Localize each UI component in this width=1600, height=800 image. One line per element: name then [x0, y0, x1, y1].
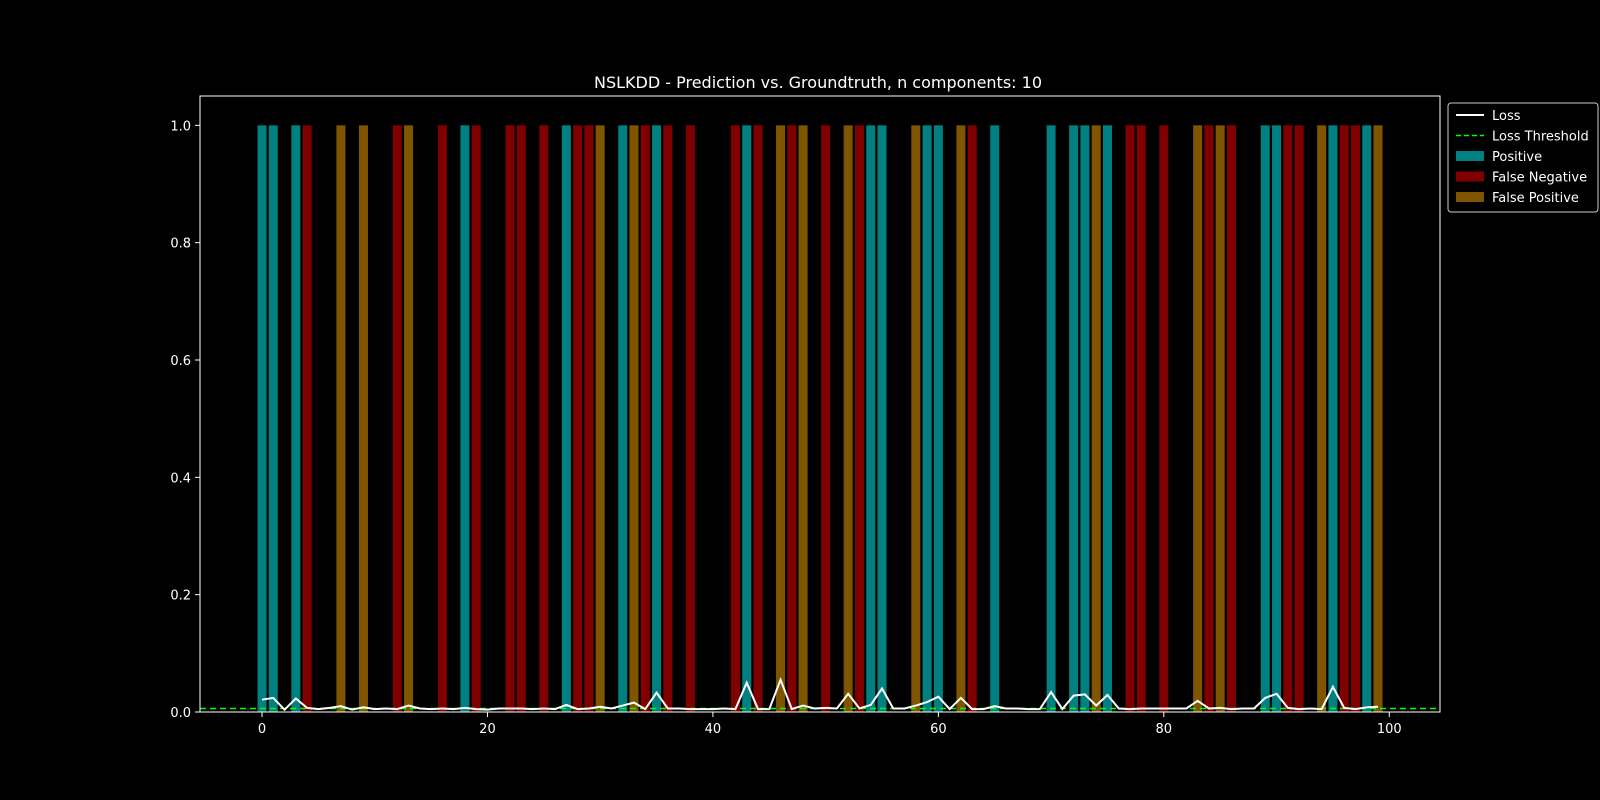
bar-positive-89 [1260, 125, 1270, 713]
x-tick-label-60: 60 [930, 722, 947, 737]
x-tick-label-100: 100 [1377, 722, 1402, 737]
plot-area: 0 20 40 60 80 100 0.0 0.2 0.4 0.6 0.8 1.0 [170, 95, 1441, 737]
bar-positive-59 [922, 125, 932, 713]
bar-positive-65 [990, 125, 1000, 713]
bar-positive-75 [1102, 125, 1112, 713]
bar-false-positive-83 [1193, 125, 1203, 713]
x-tick-label-40: 40 [705, 722, 722, 737]
bar-false-positive-85 [1215, 125, 1225, 713]
bar-false-positive-30 [595, 125, 605, 713]
bar-false-negative-47 [787, 125, 797, 713]
bar-false-negative-22 [505, 125, 515, 713]
legend-box [1447, 102, 1599, 213]
bar-positive-70 [1046, 125, 1056, 713]
bar-false-negative-42 [730, 125, 740, 713]
legend-swatch-false-positive [1456, 192, 1484, 202]
bar-false-negative-53 [854, 125, 864, 713]
bar-false-negative-44 [753, 125, 763, 713]
bar-false-positive-74 [1091, 125, 1101, 713]
bar-positive-35 [652, 125, 662, 713]
legend-swatch-false-negative [1456, 171, 1484, 182]
bar-false-negative-29 [584, 125, 594, 713]
bar-false-negative-19 [471, 125, 481, 713]
bar-false-negative-16 [437, 125, 447, 713]
bar-false-negative-77 [1125, 125, 1135, 713]
bar-false-negative-12 [392, 125, 402, 713]
bar-positive-54 [866, 125, 876, 713]
bar-false-negative-25 [539, 125, 549, 713]
bar-positive-1 [268, 125, 278, 713]
x-tick-label-80: 80 [1156, 722, 1173, 737]
bar-false-negative-38 [685, 125, 695, 713]
bar-false-negative-84 [1204, 125, 1214, 713]
bar-positive-3 [291, 125, 301, 713]
bar-positive-60 [933, 125, 943, 713]
legend-label-loss: Loss [1492, 109, 1521, 124]
bar-false-negative-4 [302, 125, 312, 713]
bar-false-positive-13 [404, 125, 414, 713]
y-tick-label-4: 0.8 [170, 237, 191, 252]
bar-false-positive-33 [629, 125, 639, 713]
bar-false-positive-7 [336, 125, 346, 713]
bar-false-positive-46 [776, 125, 786, 713]
bar-false-negative-63 [967, 125, 977, 713]
bar-positive-27 [561, 125, 571, 713]
legend-label-false-negative: False Negative [1492, 171, 1587, 186]
bar-positive-0 [257, 125, 267, 713]
bar-false-positive-99 [1373, 125, 1383, 713]
y-tick-label-5: 1.0 [170, 119, 191, 134]
y-tick-label-3: 0.6 [170, 354, 191, 369]
bar-false-negative-34 [640, 125, 650, 713]
bar-false-negative-23 [516, 125, 526, 713]
bar-positive-98 [1362, 125, 1372, 713]
bar-positive-55 [877, 125, 887, 713]
y-tick-label-2: 0.4 [170, 471, 191, 486]
bar-false-negative-86 [1226, 125, 1236, 713]
bar-false-positive-62 [956, 125, 966, 713]
legend-swatch-positive [1456, 151, 1484, 161]
loss-line [261, 676, 1379, 712]
legend-label-positive: Positive [1492, 150, 1542, 165]
bar-false-positive-48 [798, 125, 808, 713]
bar-false-negative-80 [1159, 125, 1169, 713]
bar-positive-95 [1328, 125, 1338, 713]
bar-false-positive-58 [911, 125, 921, 713]
legend-label-loss-threshold: Loss Threshold [1492, 130, 1589, 145]
y-tick-label-1: 0.2 [170, 589, 191, 604]
bar-false-negative-78 [1136, 125, 1146, 713]
bar-false-negative-91 [1283, 125, 1293, 713]
bar-positive-18 [460, 125, 470, 713]
y-tick-label-0: 0.0 [170, 706, 191, 721]
bar-false-positive-94 [1317, 125, 1327, 713]
bar-false-positive-52 [843, 125, 853, 713]
legend-label-false-positive: False Positive [1492, 191, 1579, 206]
bar-positive-90 [1272, 125, 1282, 713]
bar-positive-32 [618, 125, 628, 713]
x-tick-label-20: 20 [479, 722, 496, 737]
bar-false-negative-28 [573, 125, 583, 713]
x-tick-label-0: 0 [258, 722, 266, 737]
legend: Loss Loss Threshold Positive False Negative… [1447, 102, 1599, 213]
bar-positive-73 [1080, 125, 1090, 713]
bar-false-negative-50 [821, 125, 831, 713]
bar-positive-43 [742, 125, 752, 713]
bar-false-negative-92 [1294, 125, 1304, 713]
bar-false-negative-96 [1339, 125, 1349, 713]
bar-false-positive-9 [358, 125, 368, 713]
chart-title: NSLKDD - Prediction vs. Groundtruth, n c… [594, 73, 1042, 92]
bar-false-negative-97 [1350, 125, 1360, 713]
axes-frame [199, 95, 1441, 713]
bar-false-negative-36 [663, 125, 673, 713]
bar-positive-72 [1069, 125, 1079, 713]
